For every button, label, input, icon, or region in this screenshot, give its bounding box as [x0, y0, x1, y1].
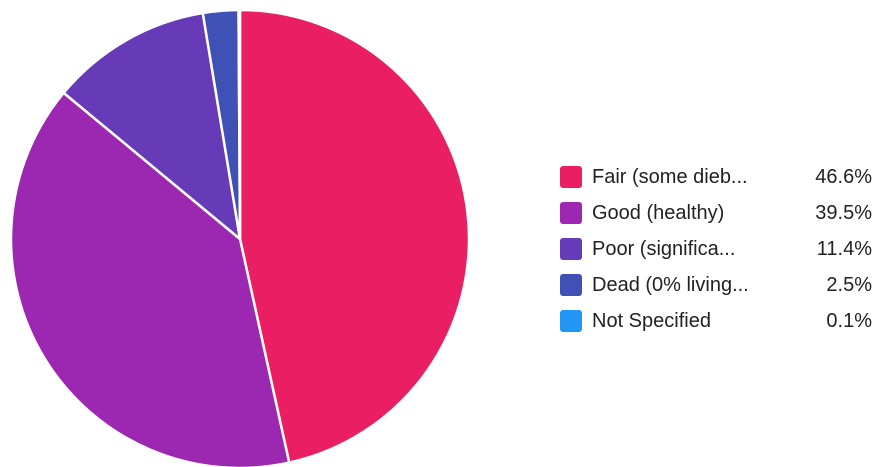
legend-item[interactable]: Fair (some dieb... 46.6% — [560, 166, 872, 188]
legend-swatch — [560, 166, 582, 188]
legend-label: Good (healthy) — [592, 201, 725, 224]
legend-label: Not Specified — [592, 309, 711, 332]
legend-value: 46.6% — [815, 165, 872, 188]
legend-item[interactable]: Not Specified 0.1% — [560, 310, 872, 332]
chart-legend: Fair (some dieb... 46.6% Good (healthy) … — [560, 166, 872, 346]
legend-label: Fair (some dieb... — [592, 165, 748, 188]
legend-value: 39.5% — [815, 201, 872, 224]
legend-swatch — [560, 274, 582, 296]
legend-value: 11.4% — [816, 237, 872, 260]
legend-swatch — [560, 310, 582, 332]
legend-item[interactable]: Good (healthy) 39.5% — [560, 202, 872, 224]
legend-value: 0.1% — [826, 309, 872, 332]
pie-slice[interactable] — [9, 91, 291, 467]
pie-chart-plot — [9, 8, 471, 467]
legend-label: Dead (0% living... — [592, 273, 749, 296]
pie-slice[interactable] — [237, 8, 242, 241]
pie-slice[interactable] — [238, 8, 471, 464]
legend-value: 2.5% — [826, 273, 872, 296]
legend-item[interactable]: Dead (0% living... 2.5% — [560, 274, 872, 296]
pie-slice[interactable] — [62, 11, 242, 241]
legend-swatch — [560, 238, 582, 260]
legend-item[interactable]: Poor (significa... 11.4% — [560, 238, 872, 260]
legend-swatch — [560, 202, 582, 224]
legend-label: Poor (significa... — [592, 237, 736, 260]
